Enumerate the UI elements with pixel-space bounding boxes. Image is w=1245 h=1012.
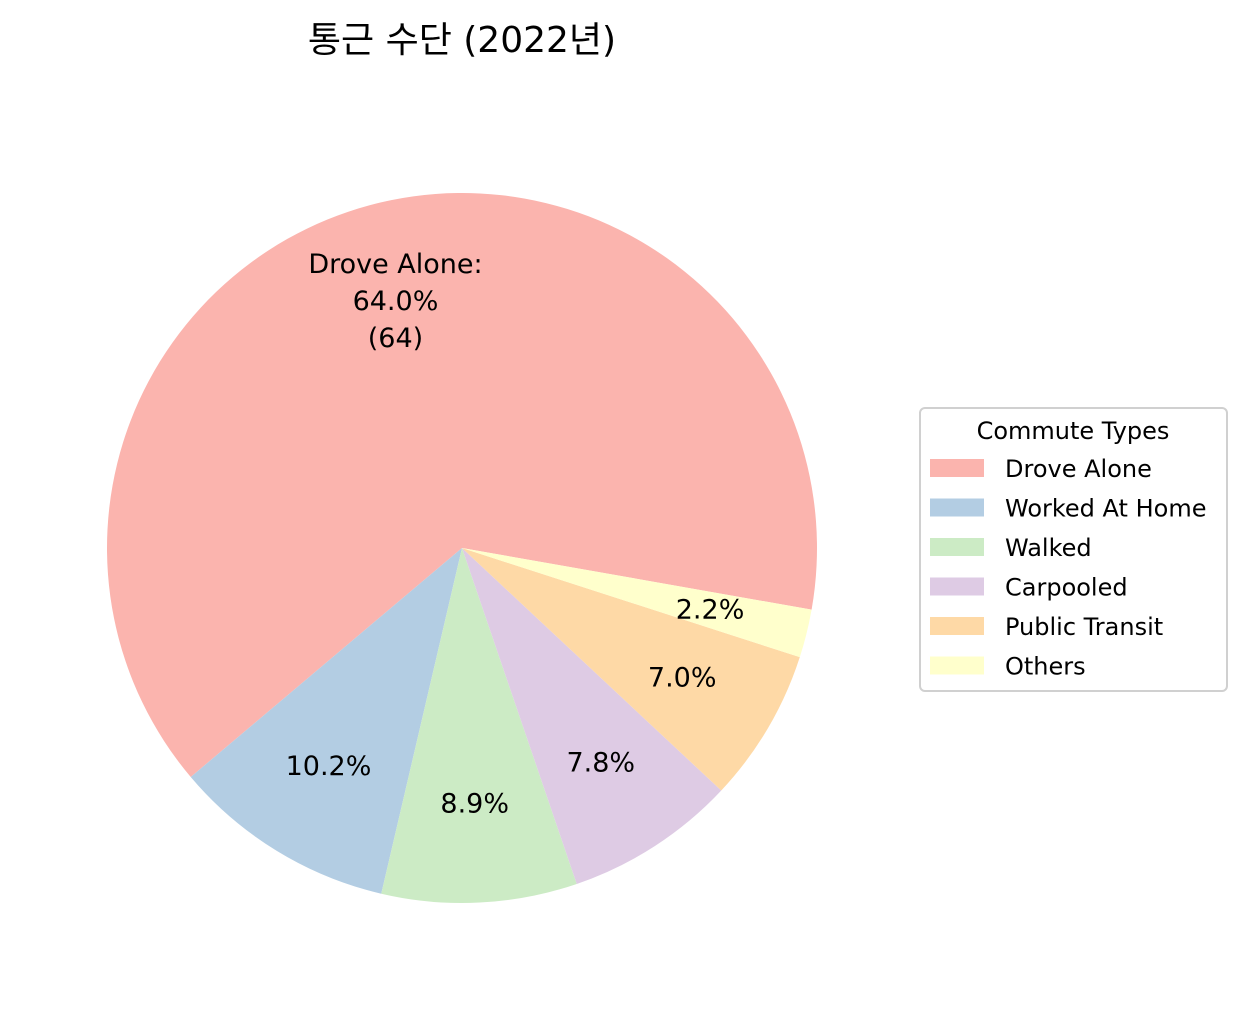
- legend-swatch-worked-at-home: [930, 498, 984, 517]
- legend-label-others: Others: [1005, 653, 1086, 681]
- pie-slice-drove-alone: [106, 192, 818, 777]
- legend-swatch-public-transit: [930, 617, 984, 635]
- legend-swatch-others: [930, 656, 984, 675]
- pie-slices: [106, 192, 818, 903]
- pie-slice-public-transit: [462, 548, 800, 791]
- legend-items: Drove Alone Worked At Home Walked Carpooled…: [930, 455, 1206, 681]
- legend-frame: [919, 407, 1228, 692]
- slice-label-public-transit: 7.0%: [648, 663, 717, 694]
- slice-label-drove-alone: Drove Alone: 64.0% (64): [308, 249, 482, 354]
- legend-label-walked: Walked: [1005, 534, 1092, 562]
- legend-title: Commute Types: [977, 417, 1170, 445]
- slice-label-carpooled: 7.8%: [566, 748, 635, 779]
- legend-label-carpooled: Carpooled: [1005, 574, 1128, 602]
- legend: Commute Types Drove Alone Worked At Home W…: [919, 407, 1228, 692]
- chart-title: 통근 수단 (2022년): [308, 20, 616, 61]
- pie-slice-carpooled: [462, 548, 722, 884]
- pie-slice-worked-at-home: [190, 548, 462, 894]
- slice-label-others: 2.2%: [676, 595, 745, 626]
- slice-label-worked-at-home: 10.2%: [286, 751, 372, 782]
- pie-slice-others: [462, 548, 812, 658]
- legend-label-drove-alone: Drove Alone: [1005, 455, 1152, 483]
- legend-label-worked-at-home: Worked At Home: [1005, 495, 1206, 523]
- legend-swatch-drove-alone: [930, 459, 984, 477]
- legend-label-public-transit: Public Transit: [1005, 613, 1163, 641]
- pie-slice-walked: [381, 548, 577, 903]
- pie-labels: Drove Alone: 64.0% (64) 10.2% 8.9% 7.8% 7.0% 2.…: [286, 249, 745, 819]
- legend-swatch-walked: [930, 538, 984, 556]
- legend-swatch-carpooled: [930, 577, 984, 596]
- slice-label-walked: 8.9%: [440, 788, 509, 819]
